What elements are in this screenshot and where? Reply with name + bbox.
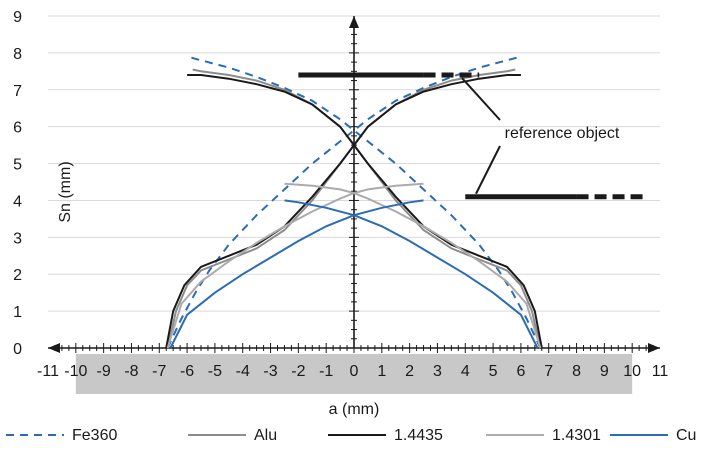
x-tick-label: 7 [544, 363, 553, 380]
y-axis [349, 16, 359, 348]
x-tick-label: 5 [489, 363, 498, 380]
annotation-leader-line [475, 145, 501, 195]
annotation-leader-line [461, 77, 501, 121]
y-tick-label: 1 [13, 304, 22, 321]
series-line-cu [169, 199, 424, 349]
series-line-fe360 [186, 55, 542, 349]
legend-label: Fe360 [72, 427, 117, 444]
series-line-alu [166, 68, 516, 349]
series-line-1-4435 [187, 74, 543, 349]
series-line-1-4301 [166, 182, 424, 349]
y-tick-label: 4 [13, 193, 22, 210]
x-tick-label: -2 [291, 363, 305, 380]
y-tick-label: 0 [13, 341, 22, 358]
x-tick-label: -3 [263, 363, 277, 380]
x-tick-label: -9 [97, 363, 111, 380]
y-tick-label: 9 [13, 9, 22, 26]
x-tick-label: 6 [516, 363, 525, 380]
x-tick-label: -11 [37, 363, 59, 380]
legend-label: 1.4301 [552, 427, 601, 444]
x-tick-label: 0 [350, 363, 359, 380]
legend: Fe360 Alu 1.4435 1.4301 Cu [6, 427, 696, 444]
annotation-label: reference object [505, 125, 620, 142]
x-tick-label: 4 [461, 363, 470, 380]
x-tick-label: -8 [124, 363, 138, 380]
x-tick-label: 10 [623, 363, 641, 380]
series-line-cu [284, 199, 539, 349]
x-axis-arrow-right [648, 343, 660, 353]
reference-objects [298, 72, 647, 200]
legend-label: 1.4435 [394, 427, 443, 444]
series-line-1-4435 [165, 74, 521, 349]
x-tick-label: 11 [652, 363, 669, 380]
x-tick-label: -5 [208, 363, 222, 380]
y-tick-label: 2 [13, 267, 22, 284]
x-tick-label: -4 [236, 363, 250, 380]
shaded-band [75, 354, 633, 394]
y-tick-label: 5 [13, 157, 22, 174]
y-tick-label: 3 [13, 230, 22, 247]
series-line-alu [192, 68, 542, 349]
tick-labels: -11 -10 -9 -8 -7 -6 -5 -4 -3 -2 -1 0 1 2 3 4 5 6 7 8 9 10 1101… [13, 9, 668, 380]
y-axis-title: Sn (mm) [57, 161, 74, 222]
y-tick-label: 8 [13, 46, 22, 63]
x-tick-label: 8 [572, 363, 581, 380]
x-tick-label: 2 [405, 363, 414, 380]
x-axis-title: a (mm) [329, 401, 380, 418]
x-tick-label: -1 [319, 363, 333, 380]
y-tick-label: 6 [13, 120, 22, 137]
x-tick-label: 1 [377, 363, 386, 380]
legend-label: Alu [254, 427, 277, 444]
x-tick-label: -6 [180, 363, 194, 380]
series-line-fe360 [166, 55, 522, 349]
x-tick-label: 3 [433, 363, 442, 380]
x-tick-label: -7 [152, 363, 166, 380]
y-tick-label: 7 [13, 83, 22, 100]
y-axis-arrow [349, 16, 359, 28]
series-line-1-4301 [284, 182, 542, 349]
x-tick-label: -10 [64, 363, 87, 380]
x-axis-arrow-left [48, 343, 60, 353]
legend-label: Cu [676, 427, 696, 444]
x-tick-label: 9 [600, 363, 609, 380]
